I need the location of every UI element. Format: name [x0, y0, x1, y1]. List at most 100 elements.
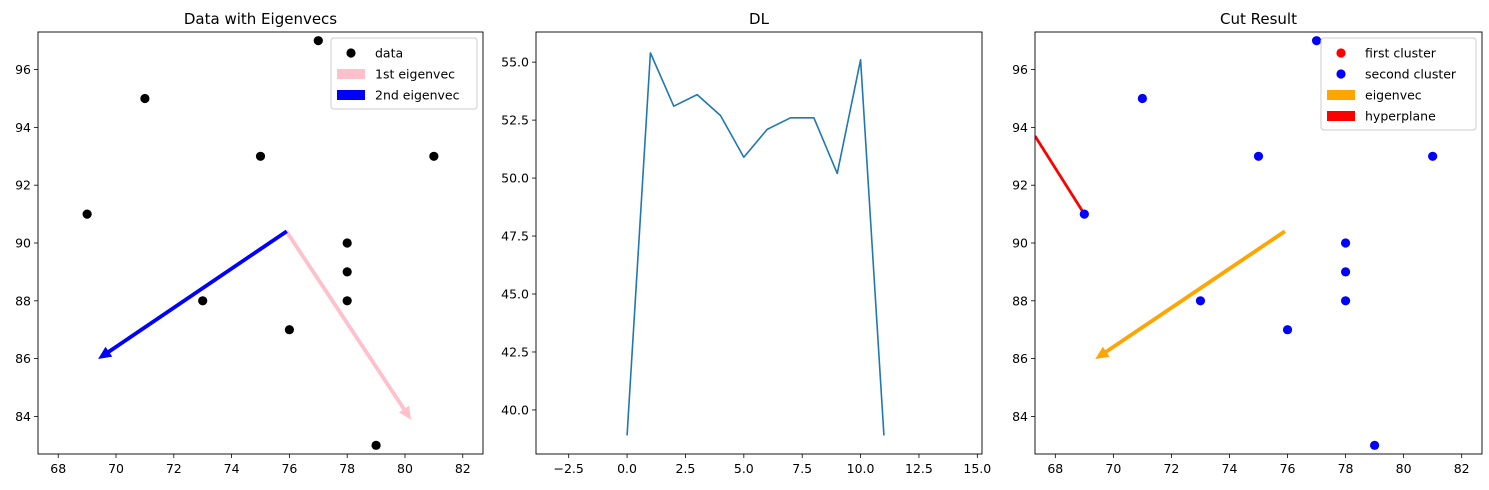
2nd-eigenvec-arrow: [98, 229, 288, 360]
plot-area: [1035, 36, 1438, 450]
x-tick-label: −2.5: [554, 461, 584, 476]
legend-marker-second-cluster: [1336, 69, 1346, 79]
plot-area: [626, 52, 885, 436]
data-point: [1370, 440, 1380, 450]
y-tick-label: 96: [1012, 62, 1028, 77]
x-tick-label: 12.5: [905, 461, 933, 476]
y-tick-label: 92: [15, 178, 31, 193]
data-point: [371, 440, 381, 450]
y-tick-label: 86: [1012, 351, 1028, 366]
data-point: [1311, 36, 1322, 46]
data-point: [255, 151, 266, 161]
x-tick-label: 76: [1280, 461, 1296, 476]
y-tick-label: 84: [15, 409, 31, 424]
legend-label-data: data: [375, 46, 403, 61]
x-tick-label: 80: [1396, 461, 1412, 476]
legend-swatch-1st-eigenvec: [337, 69, 365, 79]
1st-eigenvec-arrow: [284, 230, 412, 420]
x-tick-label: 82: [455, 461, 471, 476]
y-tick-label: 47.5: [501, 229, 529, 244]
legend-label-first-cluster: first cluster: [1365, 46, 1437, 61]
y-tick-label: 90: [15, 236, 31, 251]
x-tick-label: 72: [1163, 461, 1179, 476]
legend-label-1st-eigenvec: 1st eigenvec: [375, 67, 455, 82]
data-point: [1428, 151, 1438, 161]
data-point: [1079, 209, 1089, 219]
eigenvec-arrow: [1095, 229, 1286, 360]
plot-frame: [37, 31, 484, 455]
y-tick-label: 92: [1012, 178, 1028, 193]
legend-box: [1320, 37, 1477, 131]
x-tick-label: 7.5: [792, 461, 812, 476]
legend-label-hyperplane: hyperplane: [1365, 109, 1436, 124]
chart-title: Data with Eigenvecs: [184, 10, 337, 28]
chart-title: Cut Result: [1220, 10, 1297, 28]
y-tick-label: 45.0: [501, 287, 529, 302]
y-tick-label: 88: [15, 293, 31, 308]
legend-marker-data: [346, 48, 356, 58]
data-point: [342, 267, 352, 277]
data-point: [1195, 296, 1206, 306]
data-point: [1137, 93, 1147, 104]
data-point: [342, 296, 352, 306]
x-tick-label: 74: [1222, 461, 1238, 476]
y-tick-label: 42.5: [501, 344, 529, 359]
x-tick-label: 2.5: [675, 461, 695, 476]
legend-label-second-cluster: second cluster: [1365, 67, 1457, 82]
y-tick-label: 94: [15, 120, 31, 135]
legend-label-2nd-eigenvec: 2nd eigenvec: [375, 88, 460, 103]
x-tick-label: 70: [108, 461, 124, 476]
x-tick-label: 72: [166, 461, 182, 476]
data-point: [198, 296, 208, 306]
y-tick-label: 86: [15, 351, 31, 366]
data-point: [82, 209, 92, 219]
data-point: [140, 93, 150, 104]
chart-panel-3: Cut Result 68 70 72 74 76 78 80 82 84 86 88 90 92 94 96…: [1012, 10, 1483, 476]
x-tick-label: 70: [1105, 461, 1121, 476]
x-tick-label: 68: [1047, 461, 1063, 476]
chart-title: DL: [749, 10, 770, 28]
legend-marker-first-cluster: [1336, 48, 1346, 58]
data-point: [1253, 151, 1264, 161]
data-point: [1340, 267, 1351, 277]
legend-swatch-hyperplane: [1327, 111, 1355, 121]
plot-area: [82, 36, 439, 450]
x-tick-label: 78: [339, 461, 355, 476]
x-tick-label: 68: [50, 461, 66, 476]
data-point: [1340, 238, 1351, 248]
plot-frame: [535, 31, 983, 455]
y-tick-label: 90: [1012, 236, 1028, 251]
y-tick-label: 50.0: [501, 171, 529, 186]
data-point: [429, 151, 439, 161]
x-tick-label: 5.0: [734, 461, 754, 476]
y-tick-label: 84: [1012, 409, 1028, 424]
legend: data 1st eigenvec 2nd eigenvec: [330, 37, 478, 110]
data-point: [342, 238, 352, 248]
data-point: [1340, 296, 1351, 306]
data-point: [313, 36, 323, 46]
y-tick-label: 88: [1012, 293, 1028, 308]
x-tick-label: 15.0: [963, 461, 991, 476]
chart-panel-2: DL −2.5 0.0 2.5 5.0 7.5 10.0 12.5 15.0 40.0 42.5 45…: [501, 10, 991, 476]
y-tick-label: 40.0: [501, 402, 529, 417]
chart-panel-1: Data with Eigenvecs 68 70 72 74 76 78 80 82 84 86 8…: [15, 10, 484, 476]
x-tick-label: 74: [224, 461, 240, 476]
legend-swatch-eigenvec: [1327, 90, 1355, 100]
plot-frame: [1034, 31, 1483, 455]
legend-label-eigenvec: eigenvec: [1365, 88, 1422, 103]
data-point: [1282, 325, 1293, 335]
series-line-1: [626, 52, 885, 436]
legend-swatch-2nd-eigenvec: [337, 90, 365, 100]
legend: first cluster second cluster eigenvec hyper…: [1320, 37, 1477, 131]
y-tick-label: 55.0: [501, 55, 529, 70]
x-tick-label: 10.0: [847, 461, 875, 476]
x-tick-label: 82: [1454, 461, 1470, 476]
x-tick-label: 80: [397, 461, 413, 476]
data-point: [284, 325, 294, 335]
y-tick-label: 52.5: [501, 113, 529, 128]
x-tick-label: 78: [1338, 461, 1354, 476]
legend-box: [330, 37, 478, 110]
y-tick-label: 96: [15, 62, 31, 77]
x-tick-label: 0.0: [617, 461, 637, 476]
